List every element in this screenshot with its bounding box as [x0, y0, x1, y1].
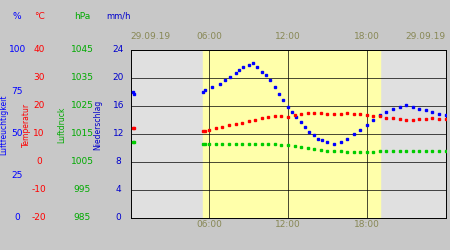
Text: 29.09.19: 29.09.19 [130, 32, 171, 41]
Text: 20: 20 [33, 101, 45, 110]
Text: 1005: 1005 [71, 157, 94, 166]
Text: 12: 12 [112, 129, 124, 138]
Text: 8: 8 [116, 157, 121, 166]
Text: 995: 995 [74, 185, 91, 194]
Text: 10: 10 [33, 129, 45, 138]
Text: 50: 50 [11, 129, 23, 138]
Text: 985: 985 [74, 213, 91, 222]
Text: 0: 0 [36, 157, 42, 166]
Text: 25: 25 [11, 171, 23, 180]
Text: %: % [13, 12, 22, 21]
Bar [202, 50, 380, 217]
Text: 20: 20 [112, 74, 124, 82]
Text: hPa: hPa [74, 12, 90, 21]
Text: 16: 16 [112, 101, 124, 110]
Text: -10: -10 [32, 185, 46, 194]
Text: 40: 40 [33, 46, 45, 54]
Text: Luftfeuchtigkeit: Luftfeuchtigkeit [0, 95, 9, 155]
Text: 29.09.19: 29.09.19 [405, 32, 446, 41]
Text: Luftdruck: Luftdruck [58, 107, 67, 143]
Text: 18:00: 18:00 [354, 32, 380, 41]
Text: °C: °C [34, 12, 45, 21]
Text: 75: 75 [11, 87, 23, 96]
Text: 1025: 1025 [71, 101, 94, 110]
Text: 24: 24 [112, 46, 124, 54]
Text: 12:00: 12:00 [275, 32, 301, 41]
Text: 1035: 1035 [71, 74, 94, 82]
Text: 0: 0 [116, 213, 121, 222]
Text: 30: 30 [33, 74, 45, 82]
Text: Temperatur: Temperatur [22, 103, 31, 147]
Text: 06:00: 06:00 [196, 32, 222, 41]
Text: 1015: 1015 [71, 129, 94, 138]
Text: mm/h: mm/h [106, 12, 130, 21]
Text: 1045: 1045 [71, 46, 94, 54]
Text: 0: 0 [14, 213, 20, 222]
Text: 4: 4 [116, 185, 121, 194]
Text: Niederschlag: Niederschlag [94, 100, 103, 150]
Text: 100: 100 [9, 46, 26, 54]
Text: -20: -20 [32, 213, 46, 222]
